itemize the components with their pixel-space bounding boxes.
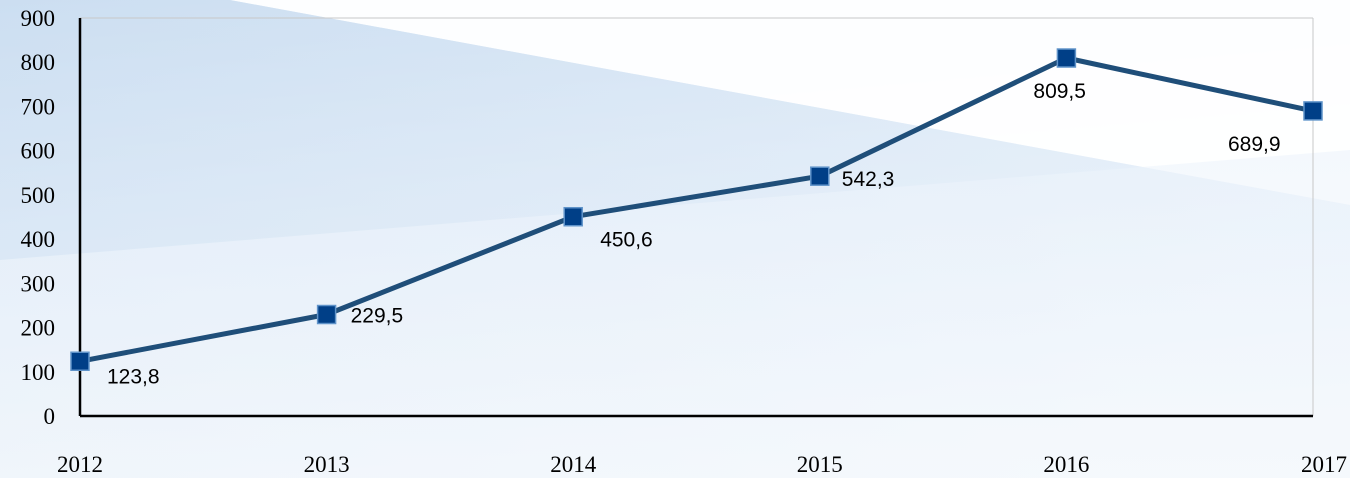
data-point-marker [563,206,583,227]
series-layer: 123,8 229,5 450,6 542,3 809,5 689,9 [70,48,1323,388]
y-tick-label: 400 [21,227,56,252]
plot-area [78,17,1314,418]
y-tick-label: 600 [21,139,56,164]
y-tick-label: 200 [21,316,56,341]
data-label: 542,3 [842,168,895,191]
x-tick-label: 2016 [1043,452,1089,477]
data-label: 229,5 [351,305,404,328]
y-tick-label: 500 [21,183,56,208]
data-label: 809,5 [1033,80,1086,103]
y-tick-label: 900 [21,6,56,31]
x-axis-ticks: 2012 2013 2014 2015 2016 2017 [57,452,1347,477]
data-point-marker [1303,101,1323,121]
x-tick-label: 2017 [1301,452,1347,477]
data-point-marker [1056,48,1077,68]
data-point-marker [810,166,830,186]
data-point-marker [316,304,337,325]
y-tick-label: 0 [44,404,56,429]
data-label: 123,8 [107,365,160,388]
x-tick-label: 2013 [304,452,350,477]
series-line [77,55,1316,364]
y-tick-label: 800 [21,50,56,75]
x-tick-label: 2015 [797,452,843,477]
data-label: 450,6 [600,229,653,252]
x-tick-label: 2014 [550,452,597,477]
y-tick-label: 100 [21,360,56,385]
y-tick-label: 300 [21,271,56,296]
x-tick-label: 2012 [57,452,103,477]
y-tick-label: 700 [21,94,56,119]
data-label: 689,9 [1228,133,1281,156]
y-axis-ticks: 0 100 200 300 400 500 600 700 800 900 [21,6,56,429]
data-point-marker [70,351,90,372]
